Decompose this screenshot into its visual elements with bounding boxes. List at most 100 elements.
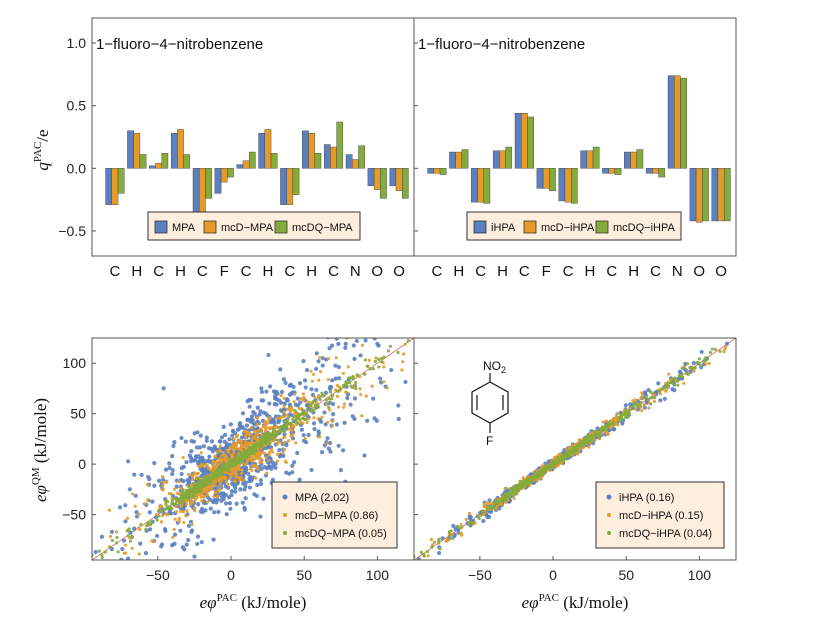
scatter-point: [237, 426, 242, 431]
scatter-point: [110, 538, 115, 543]
scatter-point: [363, 358, 367, 362]
scatter-point: [294, 421, 298, 425]
scatter-point: [667, 372, 671, 376]
scatter-point: [587, 445, 591, 449]
scatter-point: [678, 374, 682, 378]
scatter-point: [334, 338, 339, 341]
scatter-point: [642, 396, 646, 400]
scatter-point: [93, 549, 98, 555]
bar-mcdqihpa-9: [636, 149, 644, 169]
scatter-point: [173, 487, 177, 491]
scatter-point: [269, 447, 273, 452]
bar-mcdihpa-5: [542, 168, 550, 189]
bar-mpa-8: [280, 168, 287, 205]
scatter-point: [240, 454, 244, 459]
scatter-point: [509, 490, 513, 494]
scatter-point: [261, 496, 266, 501]
scatter-point: [128, 530, 133, 535]
scatter-point: [232, 451, 236, 455]
scatter-point: [179, 471, 184, 477]
bar-mcdqihpa-6: [570, 168, 578, 204]
scatter-point: [327, 346, 332, 351]
bar-mcdmpa-3: [177, 129, 184, 169]
scatter-point: [326, 446, 331, 451]
scatter-point: [259, 466, 264, 471]
bar-mpa-5: [214, 168, 222, 194]
scatter-point: [125, 516, 130, 520]
scatter-point: [179, 465, 184, 471]
scatter-point: [276, 420, 281, 425]
scatter-point: [337, 376, 342, 381]
scatter-point: [393, 327, 397, 331]
bar-ihpa-8: [602, 168, 609, 174]
bar-ihpa-3: [492, 150, 500, 169]
scatter-point: [287, 415, 291, 419]
scatter-point: [247, 485, 253, 490]
scatter-point: [255, 405, 260, 410]
scatter-point: [288, 423, 293, 427]
bar-mcdqmpa-3: [183, 154, 191, 169]
scatter-point: [109, 529, 115, 534]
scatter-point: [243, 480, 249, 485]
category-label: H: [131, 263, 142, 280]
scatter-point: [145, 482, 150, 487]
bar-mcdqihpa-12: [702, 168, 709, 222]
scatter-point: [702, 359, 706, 363]
scatter-point: [236, 465, 241, 469]
bar-mcdqmpa-8: [292, 168, 300, 195]
scatter-point: [215, 450, 219, 454]
scatter-point: [223, 501, 229, 506]
scatter-point: [302, 396, 306, 400]
scatter-point: [662, 396, 667, 402]
scatter-point: [377, 357, 381, 361]
scatter-point: [503, 497, 507, 501]
scatter-point: [656, 381, 661, 386]
scatter-point: [384, 305, 388, 309]
scatter-point: [147, 510, 152, 515]
scatter-point: [121, 538, 127, 543]
y-tick-label: 0.5: [67, 98, 87, 114]
scatter-point: [248, 474, 253, 480]
scatter-point: [155, 533, 160, 539]
scatter-point: [271, 389, 277, 394]
bar-mcdqihpa-7: [592, 146, 600, 169]
scatter-point: [521, 475, 525, 480]
scatter-point: [185, 509, 189, 513]
scatter-point: [269, 436, 273, 440]
scatter-point: [362, 303, 366, 307]
scatter-point: [128, 561, 132, 565]
scatter-point: [482, 505, 486, 509]
scatter-point: [604, 425, 608, 430]
bar-mcdmpa-11: [352, 159, 359, 169]
scatter-point: [116, 550, 120, 554]
scatter-point: [222, 467, 226, 471]
bar-mcdihpa-8: [608, 168, 616, 174]
scatter-point: [707, 361, 711, 366]
scatter-point: [206, 446, 212, 451]
scatter-point: [446, 538, 450, 543]
bar-mcdqmpa-4: [205, 168, 212, 199]
scatter-point: [335, 394, 340, 398]
scatter-point: [195, 495, 199, 499]
scatter-point: [233, 478, 237, 482]
scatter-point: [382, 380, 386, 384]
scatter-point: [282, 441, 286, 445]
scatter-point: [292, 400, 296, 404]
scatter-point: [222, 448, 227, 453]
scatter-point: [244, 454, 248, 458]
bar-mcdqmpa-12: [380, 168, 387, 199]
scatter-point: [227, 450, 231, 454]
scatter-point: [396, 416, 401, 422]
scatter-point: [501, 499, 505, 503]
scatter-point: [327, 385, 332, 390]
category-label: H: [306, 263, 317, 280]
scatter-point: [640, 391, 644, 395]
scatter-point: [172, 527, 176, 531]
scatter-point: [320, 356, 325, 361]
scatter-point: [184, 491, 189, 495]
scatter-point: [284, 413, 289, 417]
scatter-point: [271, 432, 275, 436]
scatter-point: [254, 493, 259, 498]
scatter-point: [201, 444, 206, 449]
